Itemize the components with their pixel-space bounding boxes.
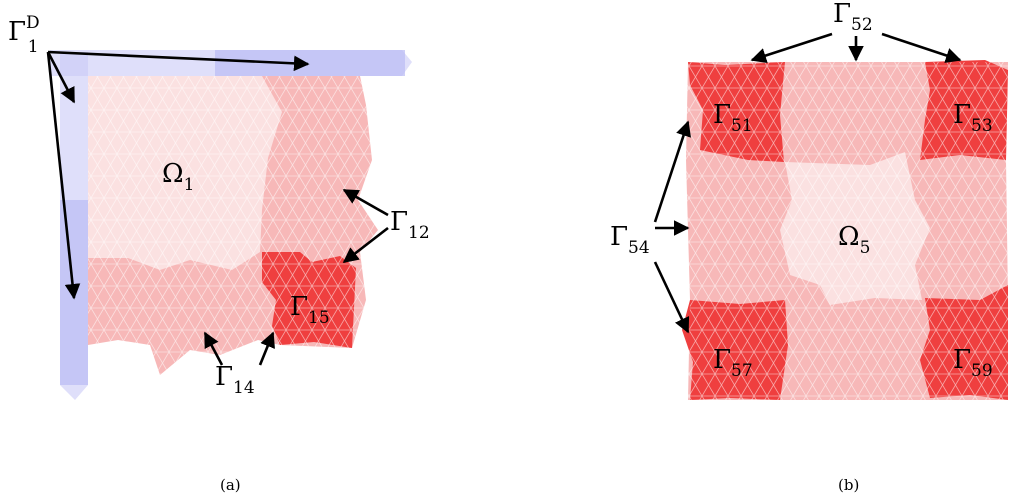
arrow-gamma-52-right: [881, 32, 962, 63]
panel-a: ΓD 1 Ω1 Γ12 Γ15 Γ14 (a): [8, 13, 430, 494]
label-gamma-57: Γ57: [713, 345, 753, 381]
label-gamma-54: Γ54: [610, 222, 650, 258]
mesh-overlay-b: [686, 62, 1008, 400]
label-omega-1: Ω1: [162, 159, 194, 195]
arrow-gamma-12-lower: [342, 226, 389, 264]
label-omega-5: Ω5: [838, 222, 870, 258]
arrow-gamma-12-upper: [342, 188, 389, 217]
label-gamma-12: Γ12: [390, 207, 430, 243]
label-gamma-14: Γ14: [215, 362, 255, 398]
panel-b: Γ52 Γ51 Γ53 Γ54 Ω5 Γ57 Γ59 (b): [610, 0, 1008, 494]
arrow-gamma-52-left: [750, 32, 833, 64]
dirichlet-boundary: [50, 50, 412, 400]
arrow-dirichlet-left: [46, 51, 81, 300]
label-gamma-52: Γ52: [833, 0, 873, 35]
label-gamma-59: Γ59: [953, 345, 993, 381]
mesh-overlay-a: [88, 76, 378, 375]
caption-a: (a): [220, 476, 241, 494]
arrow-dirichlet-top: [47, 50, 310, 72]
arrow-gamma-14-left: [203, 331, 224, 366]
label-gamma-53: Γ53: [953, 100, 993, 136]
dirichlet-strip-top-dense: [215, 50, 405, 76]
label-gamma-15: Γ15: [290, 292, 330, 328]
label-gamma-51: Γ51: [713, 100, 753, 136]
arrow-gamma-54-up: [653, 120, 692, 223]
arrow-gamma-54-down: [653, 261, 690, 334]
arrow-gamma-14-right: [258, 331, 275, 366]
caption-b: (b): [838, 476, 859, 494]
arrow-dirichlet-corner: [46, 51, 76, 104]
label-gamma-1-dirichlet: ΓD 1: [8, 13, 40, 57]
